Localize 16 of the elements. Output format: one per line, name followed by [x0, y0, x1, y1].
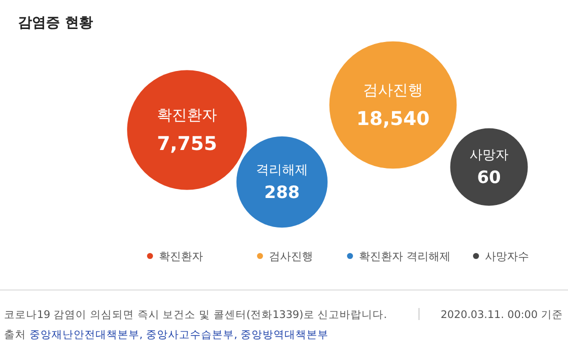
- category-label: 검사진행: [363, 81, 423, 99]
- data-label: 7,755: [156, 133, 218, 155]
- category-label: 격리해제: [256, 163, 308, 178]
- data-label: 60: [477, 168, 501, 188]
- text: 코로나19 감염이 의심되면 즉시 보건소 및 콜센터(전화1339)로 신고바랍니다.: [4, 309, 387, 321]
- category-label: 사망자: [470, 148, 508, 163]
- category-label: 확진환자: [157, 106, 217, 124]
- legend-label: 확진환자 격리해제: [359, 250, 450, 263]
- text: 감염증 현황: [18, 15, 93, 31]
- text: 2020.03.11. 00:00 기준: [440, 309, 563, 321]
- data-label: 18,540: [356, 108, 430, 130]
- legend-label: 사망자수: [485, 250, 529, 263]
- legend-label: 검사진행: [269, 250, 313, 263]
- legend-label: 확진환자: [159, 250, 203, 263]
- source-note: 출처 중앙재난안전대책본부, 중앙사고수습본부, 중앙방역대책본부: [4, 329, 329, 341]
- data-label: 288: [264, 183, 300, 203]
